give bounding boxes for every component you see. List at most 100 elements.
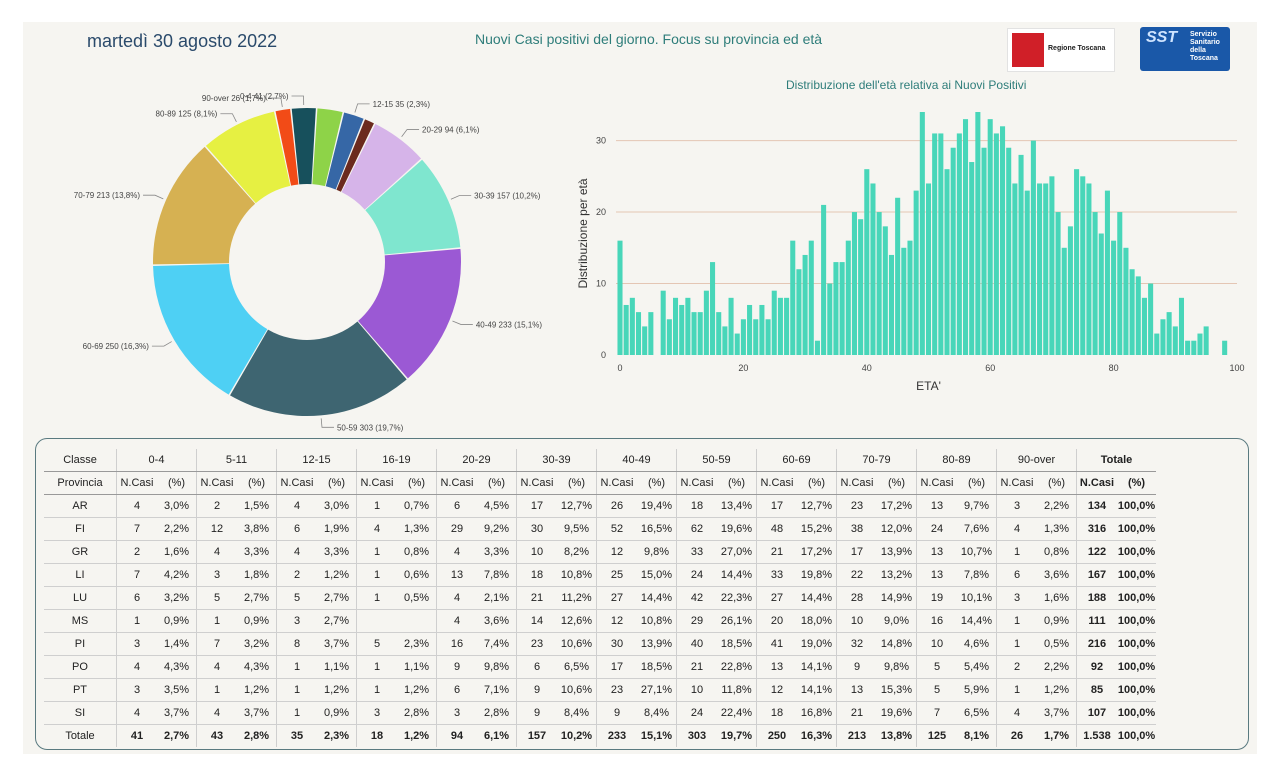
histogram-bar xyxy=(969,162,975,355)
table-cell: 1,2% xyxy=(1037,678,1077,702)
totals-cell: 2,7% xyxy=(157,724,197,747)
province-cell: LU xyxy=(44,586,117,610)
row-total-percent: 100,0% xyxy=(1117,678,1156,702)
histogram-bar xyxy=(895,197,901,355)
histogram-bar xyxy=(710,262,716,355)
table-cell: 2,2% xyxy=(1037,494,1077,518)
histogram-bar xyxy=(648,312,654,355)
table-cell: 24 xyxy=(676,563,717,587)
table-cell: 1,8% xyxy=(237,563,277,587)
table-cell: 1,2% xyxy=(317,678,357,702)
row-total-percent: 100,0% xyxy=(1117,517,1156,541)
table-cell: 5 xyxy=(276,586,317,610)
histogram-bar xyxy=(629,297,635,355)
table-cell: 25 xyxy=(596,563,637,587)
histogram-bar xyxy=(1117,212,1123,355)
table-cell: 4 xyxy=(276,540,317,564)
table-cell: 38 xyxy=(836,517,877,541)
totals-cell: 213 xyxy=(836,724,877,747)
x-tick-label: 100 xyxy=(1229,363,1244,373)
totals-cell: 303 xyxy=(676,724,717,747)
histogram-bar xyxy=(814,340,820,355)
slice-leader-line xyxy=(291,95,305,106)
table-cell: 13 xyxy=(836,678,877,702)
histogram-bar xyxy=(925,183,932,355)
subheader-n-casi: N.Casi xyxy=(756,471,797,495)
table-cell: 0,5% xyxy=(397,586,437,610)
table-cell: 11,2% xyxy=(557,586,597,610)
table-cell: 5,4% xyxy=(957,655,997,679)
table-cell: 22,4% xyxy=(717,701,757,725)
row-total-n: 316 xyxy=(1076,517,1117,541)
totals-cell: 41 xyxy=(116,724,157,747)
slice-label: 90-over 26 (1,7%) xyxy=(202,94,266,103)
age-donut-chart: 0-4 41 (2,7%) 12-15 35 (2,3%) 20-29 94 (6,… xyxy=(74,92,543,432)
table-cell: 3 xyxy=(196,563,237,587)
slice-label: 70-79 213 (13,8%) xyxy=(74,191,141,200)
totals-cell: 6,1% xyxy=(477,724,517,747)
table-cell: 1 xyxy=(356,540,397,564)
table-cell: 1 xyxy=(996,632,1037,656)
histogram-bar xyxy=(1178,297,1184,355)
table-cell: 48 xyxy=(756,517,797,541)
row-total-n: 92 xyxy=(1076,655,1117,679)
histogram-bar xyxy=(642,326,648,355)
table-cell: 10 xyxy=(836,609,877,633)
table-cell: 2 xyxy=(196,494,237,518)
age-group-header: 50-59 xyxy=(676,449,757,472)
page-title: Nuovi Casi positivi del giorno. Focus su… xyxy=(475,31,823,47)
row-total-n: 188 xyxy=(1076,586,1117,610)
table-cell: 1 xyxy=(356,586,397,610)
histogram-bar xyxy=(888,254,895,355)
histogram-bar xyxy=(635,312,642,355)
table-cell: 12,0% xyxy=(877,517,917,541)
table-cell: 10,1% xyxy=(957,586,997,610)
row-total-n: 134 xyxy=(1076,494,1117,518)
histogram-bar xyxy=(753,319,759,355)
table-cell: 12,7% xyxy=(797,494,837,518)
table-cell: 13 xyxy=(916,494,957,518)
table-cell: 14,4% xyxy=(637,586,677,610)
table-cell: 3,2% xyxy=(237,632,277,656)
table-cell: 3,3% xyxy=(317,540,357,564)
histogram-bar xyxy=(660,290,666,355)
regione-logo-text: Regione Toscana xyxy=(1048,45,1106,52)
totals-cell: 16,3% xyxy=(797,724,837,747)
histogram-bar xyxy=(1006,147,1012,355)
donut-slice xyxy=(153,146,256,265)
table-cell: 13,9% xyxy=(637,632,677,656)
table-cell: 7 xyxy=(916,701,957,725)
x-axis-label: ETA' xyxy=(916,379,941,393)
age-group-header: 12-15 xyxy=(276,449,357,472)
table-cell: 3,0% xyxy=(157,494,197,518)
table-row: GR 2 1,6% 4 3,3% 4 3,3% 1 0,8% 4 3,3% 10 8,2% 12 9,8% 3… xyxy=(44,540,1156,564)
table-cell: 4,5% xyxy=(477,494,517,518)
histogram-bar xyxy=(864,169,870,355)
table-cell: 18 xyxy=(516,563,557,587)
table-cell: 10,6% xyxy=(557,632,597,656)
table-cell: 1 xyxy=(276,655,317,679)
table-cell: 3,3% xyxy=(237,540,277,564)
table-cell: 1,1% xyxy=(317,655,357,679)
table-cell: 18,5% xyxy=(717,632,757,656)
slice-label: 20-29 94 (6,1%) xyxy=(422,126,480,135)
table-cell: 33 xyxy=(756,563,797,587)
row-total-n: 111 xyxy=(1076,609,1117,633)
histogram-bar xyxy=(734,333,740,355)
subheader-n-casi: N.Casi xyxy=(356,471,397,495)
age-group-header: 80-89 xyxy=(916,449,997,472)
histogram-bar xyxy=(1104,190,1110,355)
table-cell: 5 xyxy=(356,632,397,656)
table-cell: 1 xyxy=(196,678,237,702)
x-tick-label: 80 xyxy=(1109,363,1119,373)
table-cell: 4 xyxy=(276,494,317,518)
table-cell: 0,9% xyxy=(1037,609,1077,633)
sst-logo: SST Servizio Sanitario della Toscana xyxy=(1140,27,1230,71)
histogram-bar xyxy=(673,297,679,355)
totals-cell: 35 xyxy=(276,724,317,747)
subheader-percent: (%) xyxy=(717,471,757,495)
slice-label: 50-59 303 (19,7%) xyxy=(337,423,404,432)
table-cell: 9 xyxy=(596,701,637,725)
table-cell: 5 xyxy=(916,678,957,702)
subheader-percent: (%) xyxy=(317,471,357,495)
